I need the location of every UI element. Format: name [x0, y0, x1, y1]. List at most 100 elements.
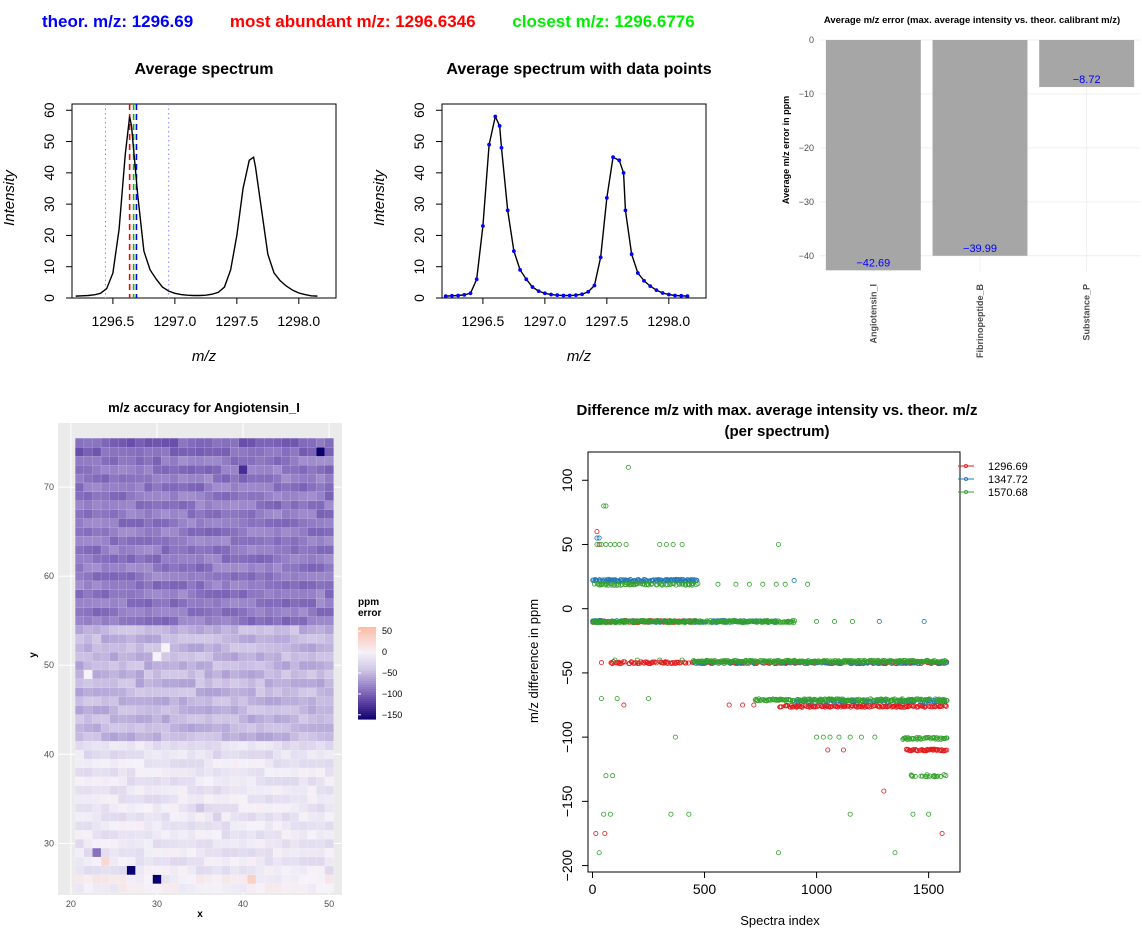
legend-color-step [358, 717, 376, 720]
heatmap-cell [152, 740, 162, 751]
heatmap-cell [75, 438, 85, 448]
data-point [708, 658, 714, 664]
heatmap-cell [83, 785, 93, 795]
data-point [511, 249, 516, 253]
heatmap-cell [298, 714, 309, 724]
heatmap-cell [324, 571, 334, 582]
heatmap-cell [264, 455, 274, 466]
heatmap-cell [324, 446, 334, 457]
heatmap-cell [204, 722, 214, 733]
heatmap-cell [307, 678, 317, 688]
heatmap-cell [186, 669, 197, 680]
x-tick-label: 1297.0 [153, 313, 196, 329]
heatmap-cell [247, 553, 257, 564]
heatmap-cell [195, 589, 205, 599]
legend-color-step [358, 647, 376, 650]
heatmap-cell [152, 803, 162, 813]
heatmap-cell [238, 740, 248, 751]
heatmap-cell [92, 847, 102, 858]
heatmap-cell [281, 571, 291, 582]
data-point [635, 271, 640, 275]
legend-tick-label: −100 [382, 689, 402, 699]
heatmap-cell [109, 865, 119, 875]
heatmap-cell [118, 847, 128, 858]
heatmap-cell [135, 660, 145, 671]
heatmap-cell [109, 509, 119, 519]
heatmap-cell [75, 473, 85, 484]
data-point [842, 704, 848, 710]
heatmap-cell [229, 616, 240, 626]
heatmap-cell [324, 625, 334, 635]
heatmap-cell [143, 473, 154, 484]
heatmap-cell [83, 714, 93, 724]
heatmap-cell [247, 446, 257, 457]
heatmap-cell [161, 687, 171, 697]
heatmap-cell [221, 598, 231, 608]
heatmap-cell [204, 758, 214, 769]
legend-color-step [358, 685, 376, 688]
data-point [695, 581, 701, 587]
heatmap-cell [186, 803, 197, 813]
data-point [524, 277, 529, 282]
heatmap-cell [186, 616, 197, 626]
heatmap-cell [238, 794, 248, 804]
heatmap-cell [109, 491, 119, 501]
data-point [592, 283, 597, 288]
data-point [760, 581, 766, 587]
heatmap-cell [109, 687, 119, 697]
data-point [602, 830, 608, 836]
heatmap-cell [316, 794, 326, 804]
heatmap-cell [195, 767, 205, 777]
heatmap-cell [152, 580, 162, 590]
y-tick-label: 30 [411, 196, 427, 212]
legend-color-step [358, 679, 376, 682]
heatmap-cell [186, 687, 197, 697]
heatmap-cell [152, 607, 162, 617]
heatmap-cell [298, 874, 309, 884]
heatmap-cell [126, 767, 136, 777]
heatmap-cell [264, 464, 274, 475]
heatmap-cell [264, 518, 274, 528]
legend-color-step [358, 663, 376, 666]
bar [1039, 40, 1135, 88]
data-point [849, 697, 855, 703]
heatmap-cell [324, 829, 334, 840]
heatmap-cell [204, 856, 214, 867]
heatmap-cell [212, 562, 222, 573]
heatmap-cell [152, 749, 162, 760]
data-point [654, 288, 659, 293]
heatmap-cell [178, 455, 188, 466]
heatmap-cell [126, 803, 136, 813]
heatmap-cell [75, 705, 85, 715]
x-tick-label: 1297.5 [215, 313, 258, 329]
heatmap-cell [152, 446, 162, 457]
heatmap-cell [100, 446, 111, 457]
heatmap-cell [83, 749, 93, 760]
heatmap-cell [238, 642, 248, 653]
heatmap-cell [255, 829, 265, 840]
heatmap-cell [135, 678, 145, 688]
heatmap-cell [152, 865, 162, 875]
heatmap-cell [298, 758, 309, 769]
heatmap-cell [161, 678, 171, 688]
heatmap-cell [152, 518, 162, 528]
heatmap-cell [169, 758, 179, 769]
heatmap-cell [324, 847, 334, 858]
heatmap-cell [307, 820, 317, 831]
legend-color-step [358, 671, 376, 674]
heatmap-cell [204, 553, 214, 564]
legend-color-step [358, 691, 376, 694]
heatmap-cell [255, 571, 265, 582]
heatmap-cell [186, 767, 197, 777]
heatmap-cell [143, 446, 154, 457]
heatmap-cell [298, 776, 309, 786]
heatmap-cell [169, 527, 179, 537]
heatmap-cell [255, 625, 265, 635]
data-point [784, 657, 790, 663]
heatmap-cell [204, 633, 214, 644]
heatmap-cell [212, 812, 222, 822]
data-point [654, 618, 660, 624]
heatmap-cell [92, 820, 102, 831]
heatmap-cell [109, 473, 119, 484]
data-point [668, 811, 674, 817]
